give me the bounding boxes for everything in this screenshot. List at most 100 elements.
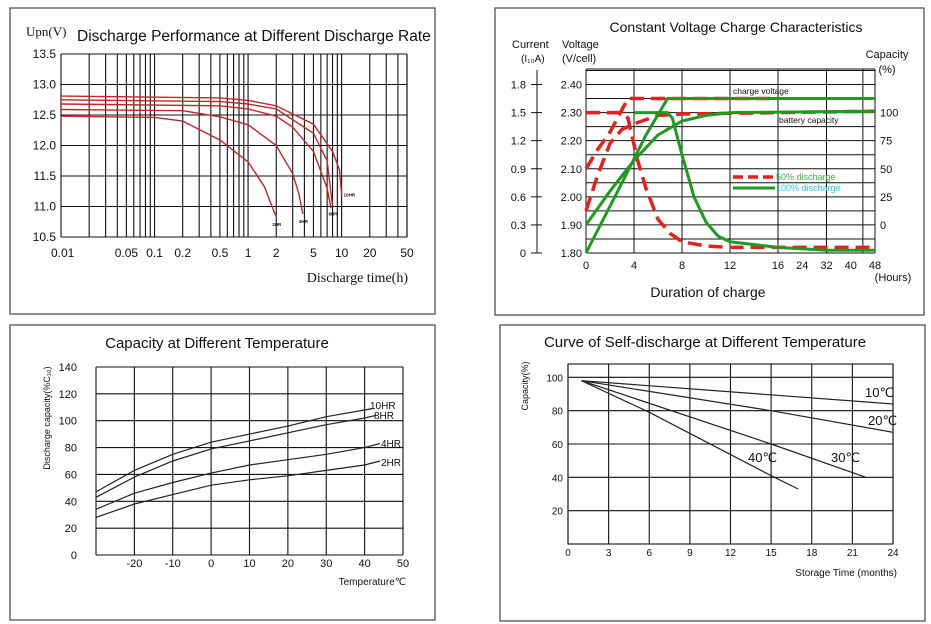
current-axis-unit: (I₁₀A) xyxy=(521,54,545,65)
y-axis-label: Capacity(%) xyxy=(520,361,530,410)
capacity-tick-label: 75 xyxy=(880,136,892,148)
cv-charge-plot: 1.8 1.5 1.2 0.9 0.6 0.3 0 2.40 2.30 2.20 2.10 2.00 1… xyxy=(511,68,898,272)
series-label: 10HR xyxy=(344,192,356,197)
x-tick-label: 0.1 xyxy=(146,246,163,260)
current-tick-label: 0.9 xyxy=(511,164,526,176)
x-tick-label: 48 xyxy=(869,260,881,272)
series-line-30c xyxy=(581,380,867,478)
legend-label-50: 50% discharge xyxy=(776,172,836,182)
x-axis-label: Storage Time (months) xyxy=(795,568,897,579)
current-axis-label: Current xyxy=(512,39,549,51)
voltage-tick-label: 2.20 xyxy=(561,136,582,148)
current-tick-label: 1.5 xyxy=(511,108,526,120)
legend: 50% discharge 100% discharge xyxy=(733,172,841,193)
series-label: 2HR xyxy=(272,222,282,227)
x-axis-label: Duration of charge xyxy=(650,284,765,300)
y-tick-label: 11.5 xyxy=(34,169,57,183)
x-tick-label: 40 xyxy=(845,260,857,272)
y-tick-label: 11.0 xyxy=(34,200,57,214)
series-label: 4HR xyxy=(299,219,309,224)
x-tick-label: 18 xyxy=(806,548,818,559)
x-tick-label: 12 xyxy=(724,260,736,272)
voltage-tick-label: 2.30 xyxy=(561,108,582,120)
battery-capacity-annotation: battery capacity xyxy=(779,115,839,125)
x-tick-label: 9 xyxy=(687,548,693,559)
voltage-tick-label: 1.90 xyxy=(561,220,582,232)
series-label: 4HR xyxy=(381,439,401,450)
y-tick-label: 13.0 xyxy=(33,78,57,92)
y-tick-label: 100 xyxy=(59,416,77,428)
y-tick-label: 12.0 xyxy=(33,139,57,153)
voltage-tick-label: 2.10 xyxy=(561,164,582,176)
capacity-tick-label: 25 xyxy=(880,192,892,204)
capacity-axis-label: Capacity xyxy=(866,49,909,61)
self-discharge-plot: 100 80 60 40 20 0 3 6 9 12 15 18 21 24 10℃ 20℃ 30℃ 40℃ xyxy=(546,363,899,559)
legend-label-100: 100% discharge xyxy=(776,183,841,193)
series-line-4hr xyxy=(60,108,304,214)
x-tick-label: 0.2 xyxy=(174,246,191,260)
series-line-unlabeled xyxy=(60,103,332,209)
x-tick-label: 50 xyxy=(400,246,414,260)
y-tick-label: 20 xyxy=(552,507,564,518)
series-label: 8HR xyxy=(374,411,394,422)
current-tick-label: 0 xyxy=(520,248,526,260)
y-tick-label: 13.5 xyxy=(33,47,57,61)
x-tick-label: 4 xyxy=(631,260,637,272)
x-tick-label: 15 xyxy=(766,548,778,559)
voltage-tick-label: 1.80 xyxy=(561,248,582,260)
x-tick-label: 0 xyxy=(208,558,214,570)
series-label: 40℃ xyxy=(748,450,777,465)
y-axis-label: Upn(V) xyxy=(26,24,66,39)
x-tick-label: -10 xyxy=(165,558,181,570)
series-line-4hr xyxy=(95,442,381,510)
series-line-2hr xyxy=(95,460,381,518)
current-tick-label: 0.6 xyxy=(511,192,526,204)
x-tick-label: 5 xyxy=(310,246,317,260)
series-line-50-charge-current xyxy=(586,110,875,250)
x-tick-label: 0.01 xyxy=(51,246,75,260)
y-tick-label: 40 xyxy=(552,473,564,484)
capacity-tick-label: 100 xyxy=(880,108,898,120)
series-line-2hr xyxy=(60,115,277,218)
x-tick-label: 10 xyxy=(335,246,349,260)
y-tick-label: 20 xyxy=(65,523,77,535)
series-line-10hr xyxy=(95,408,373,493)
current-tick-label: 1.2 xyxy=(511,136,526,148)
series-line-8hr xyxy=(95,414,377,498)
discharge-performance-panel: Upn(V) Discharge Performance at Differen… xyxy=(9,7,436,315)
series-line-20c xyxy=(581,380,894,433)
x-axis-label: Discharge time(h) xyxy=(307,271,409,286)
capacity-temp-plot: 140 120 100 80 60 40 20 0 -20 -10 0 10 20 30 40 50 10HR8… xyxy=(59,362,409,570)
y-tick-label: 60 xyxy=(65,469,77,481)
current-tick-label: 0.3 xyxy=(511,220,526,232)
capacity-temperature-panel: Capacity at Different Temperature Discha… xyxy=(9,324,436,621)
capacity-tick-label: 0 xyxy=(880,220,886,232)
y-axis-label: Discharge capacity(%C₁₀) xyxy=(42,366,52,469)
y-tick-label: 140 xyxy=(59,362,77,374)
x-tick-label: 0 xyxy=(565,548,571,559)
series-line-10c xyxy=(581,380,894,405)
series-line-8hr xyxy=(60,99,334,207)
x-tick-label: 20 xyxy=(282,558,294,570)
series-line-100-charge-current xyxy=(634,111,875,252)
x-tick-label: 1 xyxy=(245,246,252,260)
x-tick-label: 20 xyxy=(363,246,377,260)
current-tick-label: 1.8 xyxy=(511,80,526,92)
x-tick-label: -20 xyxy=(126,558,142,570)
self-discharge-panel: Curve of Self-discharge at Different Tem… xyxy=(499,324,926,622)
x-axis-unit: (Hours) xyxy=(875,272,912,284)
series-label: 10℃ xyxy=(865,385,894,400)
voltage-axis-unit: (V/cell) xyxy=(562,53,596,65)
y-tick-label: 0 xyxy=(71,550,77,562)
voltage-tick-label: 2.40 xyxy=(561,80,582,92)
x-tick-label: 50 xyxy=(397,558,409,570)
series-label: 10HR xyxy=(370,401,396,412)
y-tick-label: 60 xyxy=(552,440,564,451)
x-tick-label: 40 xyxy=(359,558,371,570)
charge-voltage-annotation: charge voltage xyxy=(733,86,789,96)
chart-title: Curve of Self-discharge at Different Tem… xyxy=(544,334,866,351)
x-tick-label: 24 xyxy=(796,260,808,272)
x-tick-label: 0.05 xyxy=(115,246,139,260)
capacity-axis-unit: (%) xyxy=(878,64,895,76)
